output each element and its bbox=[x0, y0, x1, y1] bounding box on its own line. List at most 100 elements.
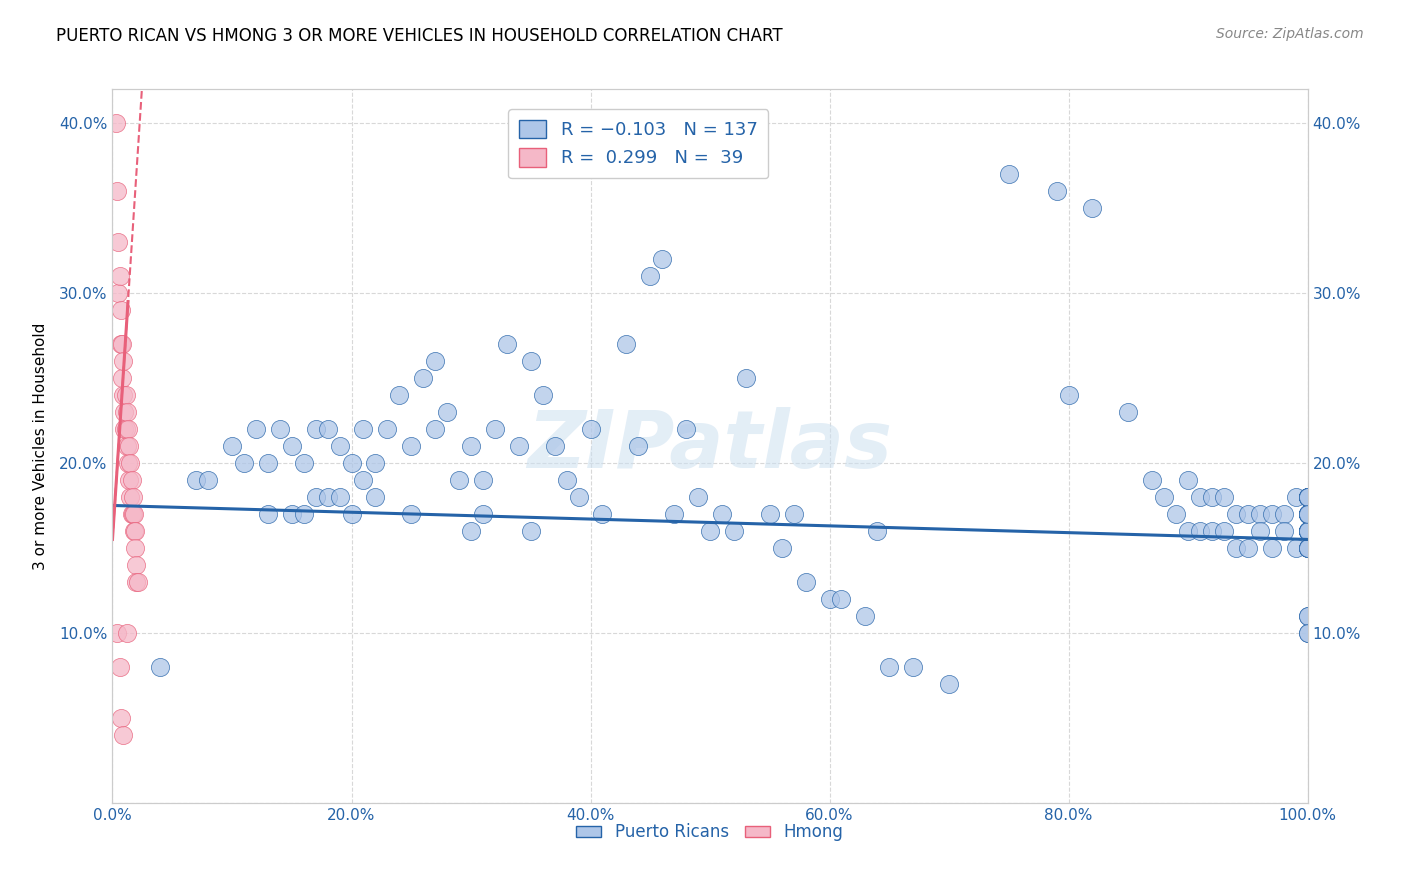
Point bbox=[1296, 507, 1319, 521]
Point bbox=[688, 490, 710, 504]
Point bbox=[1296, 608, 1319, 623]
Point bbox=[305, 422, 328, 436]
Point bbox=[460, 524, 482, 538]
Point bbox=[269, 422, 291, 436]
Point bbox=[1081, 201, 1104, 215]
Point bbox=[340, 456, 363, 470]
Point bbox=[1296, 507, 1319, 521]
Point bbox=[115, 405, 138, 419]
Point bbox=[1296, 490, 1319, 504]
Point bbox=[1296, 541, 1319, 555]
Point bbox=[117, 456, 139, 470]
Point bbox=[460, 439, 482, 453]
Point bbox=[1177, 473, 1199, 487]
Point bbox=[305, 490, 328, 504]
Point bbox=[1057, 388, 1080, 402]
Point bbox=[472, 507, 495, 521]
Point bbox=[1296, 507, 1319, 521]
Point bbox=[114, 405, 135, 419]
Point bbox=[592, 507, 614, 521]
Point bbox=[245, 422, 267, 436]
Point bbox=[1296, 524, 1319, 538]
Point bbox=[1296, 626, 1319, 640]
Point bbox=[120, 456, 142, 470]
Point bbox=[377, 422, 399, 436]
Point bbox=[1249, 507, 1271, 521]
Point bbox=[121, 507, 143, 521]
Point bbox=[112, 388, 135, 402]
Point bbox=[125, 574, 148, 589]
Point bbox=[425, 422, 447, 436]
Point bbox=[1296, 507, 1319, 521]
Point bbox=[1296, 524, 1319, 538]
Point bbox=[651, 252, 673, 266]
Point bbox=[340, 507, 363, 521]
Point bbox=[352, 422, 374, 436]
Point bbox=[115, 626, 138, 640]
Point bbox=[1046, 184, 1069, 198]
Point bbox=[257, 456, 280, 470]
Point bbox=[125, 558, 148, 572]
Point bbox=[818, 591, 841, 606]
Point bbox=[831, 591, 853, 606]
Point bbox=[316, 422, 339, 436]
Point bbox=[1201, 490, 1223, 504]
Point bbox=[364, 490, 387, 504]
Point bbox=[1213, 490, 1236, 504]
Point bbox=[110, 303, 132, 318]
Point bbox=[105, 184, 128, 198]
Point bbox=[121, 473, 143, 487]
Point bbox=[759, 507, 782, 521]
Point bbox=[1142, 473, 1164, 487]
Point bbox=[484, 422, 506, 436]
Point bbox=[105, 116, 128, 130]
Y-axis label: 3 or more Vehicles in Household: 3 or more Vehicles in Household bbox=[32, 322, 48, 570]
Point bbox=[401, 439, 423, 453]
Point bbox=[1296, 524, 1319, 538]
Point bbox=[1296, 524, 1319, 538]
Point bbox=[118, 473, 141, 487]
Point bbox=[627, 439, 650, 453]
Point bbox=[1296, 541, 1319, 555]
Point bbox=[114, 422, 136, 436]
Point bbox=[1296, 490, 1319, 504]
Point bbox=[121, 490, 143, 504]
Text: Source: ZipAtlas.com: Source: ZipAtlas.com bbox=[1216, 27, 1364, 41]
Point bbox=[1296, 490, 1319, 504]
Point bbox=[112, 728, 135, 742]
Point bbox=[1189, 524, 1212, 538]
Point bbox=[124, 524, 146, 538]
Point bbox=[233, 456, 256, 470]
Point bbox=[1296, 507, 1319, 521]
Point bbox=[1296, 490, 1319, 504]
Point bbox=[108, 660, 131, 674]
Point bbox=[903, 660, 925, 674]
Point bbox=[938, 677, 960, 691]
Point bbox=[112, 354, 135, 368]
Point bbox=[107, 235, 129, 249]
Point bbox=[1296, 490, 1319, 504]
Legend: Puerto Ricans, Hmong: Puerto Ricans, Hmong bbox=[569, 817, 851, 848]
Point bbox=[114, 422, 135, 436]
Point bbox=[401, 507, 423, 521]
Point bbox=[149, 660, 172, 674]
Text: PUERTO RICAN VS HMONG 3 OR MORE VEHICLES IN HOUSEHOLD CORRELATION CHART: PUERTO RICAN VS HMONG 3 OR MORE VEHICLES… bbox=[56, 27, 783, 45]
Point bbox=[197, 473, 219, 487]
Text: ZIPatlas: ZIPatlas bbox=[527, 407, 893, 485]
Point bbox=[531, 388, 554, 402]
Point bbox=[447, 473, 470, 487]
Point bbox=[1296, 524, 1319, 538]
Point bbox=[1296, 507, 1319, 521]
Point bbox=[1296, 626, 1319, 640]
Point bbox=[122, 524, 145, 538]
Point bbox=[735, 371, 758, 385]
Point bbox=[640, 269, 662, 284]
Point bbox=[1189, 490, 1212, 504]
Point bbox=[472, 473, 495, 487]
Point bbox=[1296, 507, 1319, 521]
Point bbox=[425, 354, 447, 368]
Point bbox=[412, 371, 434, 385]
Point bbox=[257, 507, 280, 521]
Point bbox=[711, 507, 734, 521]
Point bbox=[120, 490, 142, 504]
